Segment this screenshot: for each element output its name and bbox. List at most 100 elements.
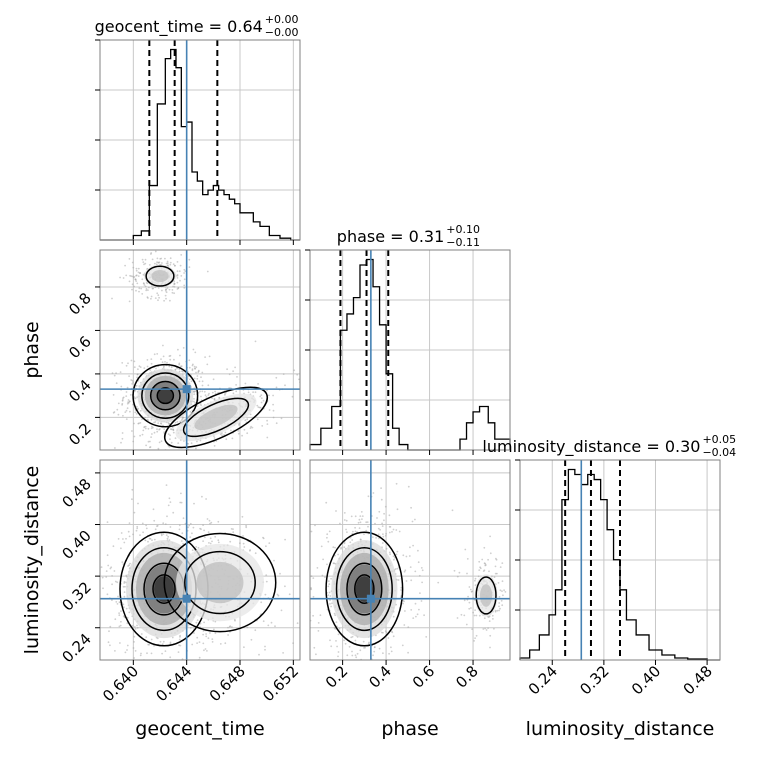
- sample-point: [131, 625, 134, 627]
- scatter-panel-phase-luminosity_distance: [302, 459, 511, 661]
- sample-point: [491, 614, 494, 617]
- sample-point: [151, 673, 153, 675]
- sample-point: [268, 409, 271, 411]
- title-equals: =: [204, 17, 228, 36]
- sample-point: [333, 627, 336, 629]
- sample-point: [319, 614, 322, 617]
- sample-point: [116, 603, 119, 605]
- sample-point: [137, 275, 140, 277]
- sample-point: [196, 405, 199, 407]
- sample-point: [354, 515, 357, 518]
- sample-point: [208, 355, 211, 358]
- histogram-phase: [309, 258, 511, 451]
- sample-point: [182, 347, 185, 349]
- sample-point: [121, 362, 124, 364]
- sample-point: [202, 642, 205, 645]
- sample-point: [400, 596, 402, 598]
- sample-point: [474, 609, 476, 611]
- sample-point: [136, 282, 139, 285]
- sample-point: [227, 626, 229, 629]
- sample-point: [354, 526, 356, 529]
- sample-point: [326, 612, 328, 614]
- sample-point: [498, 609, 500, 612]
- sample-point: [178, 524, 181, 527]
- sample-point: [126, 644, 129, 647]
- sample-point: [282, 373, 285, 375]
- sample-point: [141, 522, 144, 525]
- sample-point: [125, 391, 128, 393]
- sample-point: [254, 340, 257, 343]
- sample-point: [260, 401, 263, 404]
- sample-point: [135, 289, 137, 292]
- sample-point: [231, 626, 233, 628]
- sample-point: [266, 423, 269, 425]
- sample-point: [118, 601, 121, 603]
- sample-point: [176, 367, 179, 370]
- tick-label: 0.24: [58, 630, 94, 666]
- sample-point: [418, 608, 420, 611]
- tick-label: 0.32: [576, 662, 612, 698]
- ticks-y-phase: 0.2 0.4 0.6 0.8: [65, 286, 100, 449]
- sample-point: [120, 441, 122, 444]
- sample-point: [181, 532, 184, 535]
- sample-point: [142, 261, 145, 263]
- sample-point: [456, 617, 459, 619]
- sample-point: [335, 621, 338, 624]
- sample-point: [123, 541, 126, 544]
- sample-point: [190, 442, 193, 445]
- sample-point: [147, 540, 149, 543]
- sample-point: [207, 637, 210, 640]
- sample-point: [503, 589, 505, 592]
- sample-point: [388, 525, 391, 528]
- sample-point: [326, 563, 328, 566]
- contour-line: [163, 532, 277, 633]
- sample-point: [293, 369, 296, 372]
- ticks-x-phase: 0.2 0.4 0.6 0.8: [322, 660, 482, 692]
- sample-point: [123, 606, 125, 609]
- sample-point: [131, 488, 134, 491]
- sample-point: [264, 648, 266, 651]
- sample-point: [213, 397, 216, 400]
- title-geocent_time: geocent_time = 0.64 +0.00−0.00: [95, 13, 299, 39]
- sample-point: [118, 668, 120, 670]
- sample-point: [143, 284, 146, 286]
- sample-point: [141, 293, 144, 295]
- sample-point: [124, 411, 127, 413]
- sample-point: [437, 581, 440, 584]
- sample-point: [144, 258, 147, 261]
- contour-line: [163, 386, 269, 449]
- sample-point: [232, 528, 234, 530]
- sample-point: [390, 646, 392, 649]
- sample-point: [500, 599, 503, 602]
- sample-point: [329, 639, 331, 642]
- sample-point: [163, 299, 166, 302]
- sample-point: [357, 521, 360, 524]
- sample-point: [144, 453, 146, 455]
- sample-point: [302, 602, 304, 604]
- sample-point: [204, 536, 206, 539]
- sample-point: [121, 402, 124, 405]
- sample-point: [238, 424, 240, 426]
- tick-label: 0.4: [65, 376, 95, 406]
- sample-point: [349, 541, 352, 544]
- sample-point: [354, 654, 357, 657]
- sample-point: [183, 284, 186, 287]
- sample-point: [193, 400, 195, 403]
- truth-marker: [182, 594, 191, 603]
- sample-point: [262, 399, 265, 402]
- sample-point: [158, 663, 160, 665]
- sample-point: [141, 278, 144, 281]
- sample-point: [307, 581, 309, 583]
- title-equals: =: [385, 227, 409, 246]
- sample-point: [193, 398, 195, 400]
- sample-point: [153, 538, 156, 541]
- sample-point: [496, 572, 498, 575]
- sample-point: [327, 594, 329, 596]
- title-text: luminosity_distance = 0.30: [482, 437, 700, 457]
- sample-point: [152, 508, 155, 511]
- sample-point: [112, 394, 115, 396]
- sample-point: [164, 288, 167, 291]
- sample-point: [499, 607, 501, 610]
- sample-point: [144, 427, 147, 430]
- sample-point: [134, 390, 137, 392]
